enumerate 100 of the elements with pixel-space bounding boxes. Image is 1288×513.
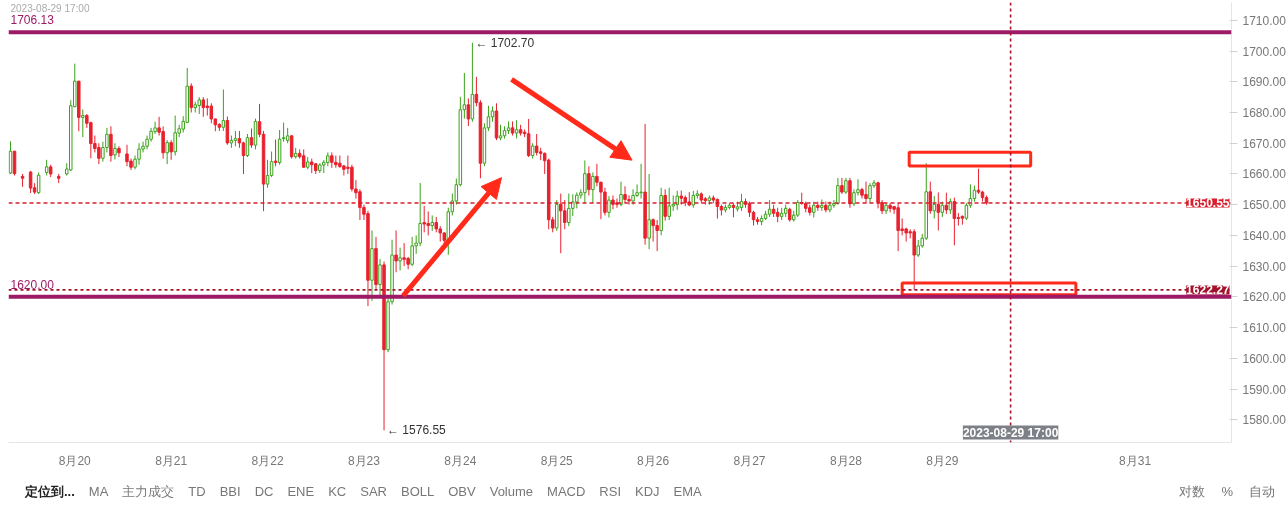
candlestick: [378, 258, 382, 298]
x-tick-label: 8月29: [926, 453, 959, 468]
candlestick: [932, 195, 937, 220]
candlestick: [615, 198, 619, 209]
candlestick: [338, 155, 342, 169]
text: BBI: [219, 484, 241, 499]
text: ENE: [287, 484, 315, 499]
candlestick: [848, 177, 852, 209]
candlestick: [563, 199, 567, 230]
text: BOLL: [400, 484, 435, 499]
candlestick: [109, 125, 113, 163]
candlestick: [864, 181, 868, 204]
candlestick: [137, 142, 141, 166]
x-tick-label: 8月25: [540, 453, 574, 468]
candlestick: [402, 242, 406, 267]
annotation: 2023-08-29 17:00: [10, 2, 90, 14]
candlestick: [912, 228, 916, 291]
candlestick: [241, 141, 246, 175]
candlestick: [607, 195, 611, 219]
y-tick-label: 1670.00: [1242, 136, 1287, 151]
candlestick: [559, 193, 563, 254]
candlestick: [591, 171, 595, 204]
candlestick: [567, 193, 571, 227]
candlestick: [928, 181, 933, 215]
text: KDJ: [635, 484, 660, 499]
candlestick: [113, 142, 117, 161]
candlestick: [173, 115, 177, 157]
text: MACD: [547, 484, 586, 499]
x-tick-label: 8月31: [1119, 453, 1152, 468]
candlestick: [583, 159, 587, 204]
ref-line-label: 1706.13: [10, 13, 55, 28]
x-tick-label: 8月24: [444, 453, 477, 468]
y-tick-label: 1630.00: [1242, 259, 1287, 274]
candlestick: [639, 163, 643, 200]
candlestick: [165, 139, 169, 165]
candlestick: [225, 115, 230, 146]
x-tick-label: 8月23: [347, 453, 381, 468]
candlestick: [896, 202, 900, 252]
text: 主力成交: [122, 484, 175, 499]
y-tick-label: 1660.00: [1242, 167, 1287, 182]
text: EMA: [673, 484, 702, 499]
candlestick: [265, 159, 270, 189]
y-tick-label: 1680.00: [1242, 106, 1287, 120]
candlestick: [647, 173, 651, 250]
y-tick-label: 1640.00: [1242, 228, 1287, 243]
candlestick: [888, 202, 892, 213]
candlestick: [398, 247, 402, 271]
candlestick: [249, 127, 254, 149]
y-tick-label: 1610.00: [1242, 321, 1287, 336]
text: TD: [188, 484, 206, 499]
candlestick: [189, 82, 193, 113]
candlestick: [840, 177, 844, 195]
ref-line-label: 1650.55: [1186, 196, 1230, 211]
candlestick: [619, 181, 623, 207]
candlestick: [868, 182, 872, 204]
candlestick: [976, 168, 981, 195]
candlestick: [81, 108, 85, 138]
x-tick-label: 8月26: [637, 453, 670, 468]
candlestick: [289, 134, 294, 160]
y-tick-label: 1650.00: [1242, 198, 1287, 213]
text: RSI: [599, 484, 622, 499]
y-tick-label: 1580.00: [1242, 413, 1287, 428]
text: 对数: [1179, 484, 1206, 499]
y-tick-label: 1590.00: [1242, 382, 1287, 397]
ref-line-label: 1622.27: [1186, 283, 1230, 298]
x-tick-label: 8月27: [733, 453, 766, 468]
y-tick-label: 1690.00: [1242, 75, 1287, 90]
candlestick: [555, 199, 559, 232]
x-tick-label: 8月28: [829, 453, 863, 468]
candlestick: [394, 229, 398, 273]
candlestick: [631, 188, 635, 206]
candlestick: [125, 144, 129, 167]
y-tick-label: 1710.00: [1242, 13, 1287, 28]
text: 定位到...: [25, 484, 75, 499]
candlestick: [663, 188, 667, 222]
text: MA: [88, 484, 109, 499]
candlestick: [667, 187, 671, 221]
candlestick: [587, 165, 591, 196]
ref-line-label: 2023-08-29 17:00: [962, 425, 1059, 440]
candlestick: [426, 210, 430, 236]
candlestick: [422, 205, 426, 233]
text: Volume: [489, 484, 534, 499]
x-tick-label: 8月21: [155, 453, 188, 468]
candlestick: [169, 139, 173, 161]
ref-line-label: 1620.00: [10, 277, 55, 292]
candlestick: [534, 133, 539, 157]
candlestick: [221, 88, 226, 132]
text: KC: [328, 484, 347, 499]
candlestick: [623, 185, 627, 204]
text: 自动: [1249, 484, 1275, 499]
text: SAR: [360, 484, 387, 499]
candlestick: [655, 219, 659, 252]
candlestick: [466, 97, 471, 127]
candlestick: [209, 102, 214, 124]
y-tick-label: 1620.00: [1242, 290, 1287, 305]
text: OBV: [448, 484, 476, 499]
annotation: ← 1702.70: [475, 35, 535, 50]
candlestick: [273, 139, 278, 167]
candlestick: [410, 236, 414, 267]
annotation: ← 1576.55: [387, 423, 447, 438]
